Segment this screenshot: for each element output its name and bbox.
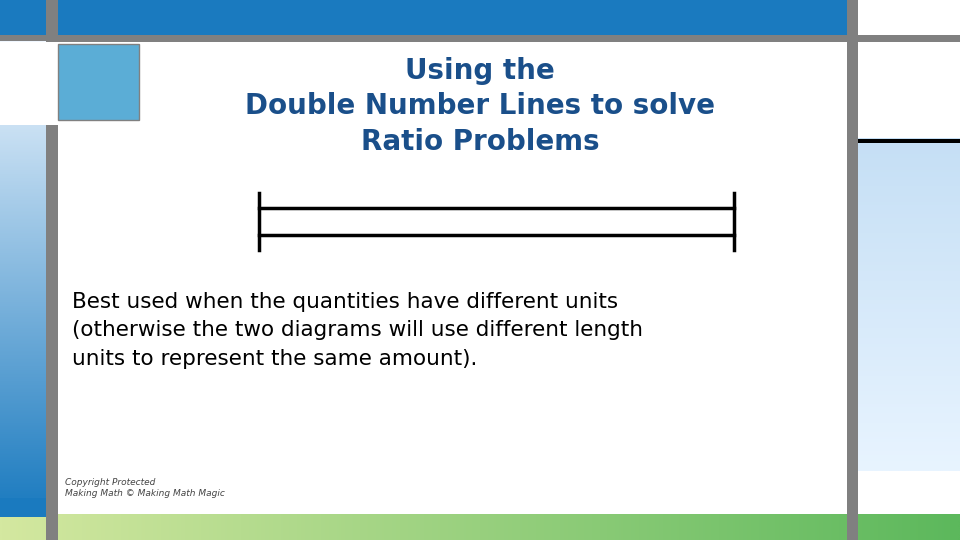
Bar bbox=[847, 0, 858, 540]
Bar bbox=[0, 35, 960, 42]
Bar bbox=[58, 44, 139, 120]
Bar bbox=[858, 35, 960, 42]
Bar bbox=[858, 139, 960, 143]
Bar bbox=[858, 42, 960, 139]
Bar bbox=[46, 0, 58, 540]
Text: Using the
Double Number Lines to solve
Ratio Problems: Using the Double Number Lines to solve R… bbox=[245, 57, 715, 156]
Bar bbox=[0, 42, 58, 125]
Bar bbox=[0, 0, 960, 35]
Bar bbox=[0, 498, 46, 517]
Text: Copyright Protected
Making Math © Making Math Magic: Copyright Protected Making Math © Making… bbox=[65, 478, 226, 498]
Bar bbox=[858, 471, 960, 514]
Text: Best used when the quantities have different units
(otherwise the two diagrams w: Best used when the quantities have diffe… bbox=[72, 292, 643, 369]
Bar bbox=[858, 0, 960, 35]
